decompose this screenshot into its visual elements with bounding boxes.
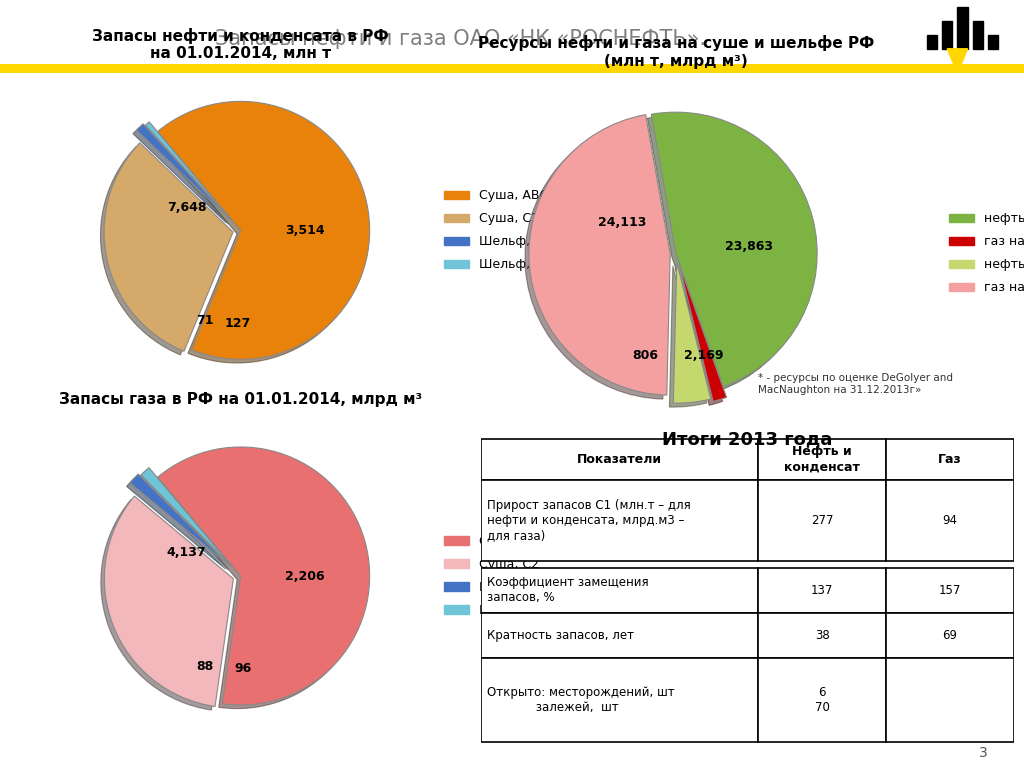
Text: 137: 137 [811, 584, 834, 597]
Text: 71: 71 [196, 314, 213, 327]
Legend: Суша, АВС1, Суша, С2, Шельф, АВС1, Шельф, С2: Суша, АВС1, Суша, С2, Шельф, АВС1, Шельф… [439, 184, 573, 276]
Bar [758, 658, 886, 742]
Polygon shape [947, 49, 968, 73]
Text: 3,514: 3,514 [286, 224, 325, 237]
Wedge shape [104, 143, 233, 351]
Wedge shape [130, 474, 229, 565]
Text: Коэффициент замещения
запасов, %: Коэффициент замещения запасов, % [486, 576, 648, 604]
Text: Нефть и
конденсат: Нефть и конденсат [784, 445, 860, 474]
Text: Газ: Газ [938, 453, 962, 466]
Text: Показатели: Показатели [578, 453, 663, 466]
Legend: нефть  на суше, газ на суше, нефть  на шельфе, газ на шельфе: нефть на суше, газ на суше, нефть на шел… [944, 207, 1024, 300]
Wedge shape [651, 112, 817, 386]
Text: 6
70: 6 70 [815, 686, 829, 713]
Wedge shape [679, 264, 727, 402]
Bar [957, 8, 968, 49]
Text: 3: 3 [979, 746, 987, 760]
Bar [481, 613, 758, 658]
Text: * - ресурсы по оценке DeGolyer and
MacNaughton на 31.12.2013г»: * - ресурсы по оценке DeGolyer and MacNa… [758, 373, 952, 395]
Wedge shape [141, 468, 231, 567]
Text: 2,169: 2,169 [684, 349, 724, 362]
Text: 2,206: 2,206 [286, 570, 325, 582]
Bar [886, 658, 1014, 742]
Bar [758, 439, 886, 481]
Text: 7,648: 7,648 [167, 200, 206, 214]
Title: Ресурсы нефти и газа на суше и шельфе РФ
(млн т, млрд м³): Ресурсы нефти и газа на суше и шельфе РФ… [478, 35, 873, 68]
Text: 4,137: 4,137 [167, 546, 206, 559]
Text: 96: 96 [234, 662, 252, 675]
Wedge shape [674, 262, 711, 403]
Bar [481, 481, 758, 561]
Bar [886, 481, 1014, 561]
Bar [988, 35, 998, 49]
Bar [481, 439, 758, 481]
Wedge shape [145, 122, 232, 220]
Wedge shape [528, 114, 670, 395]
Wedge shape [158, 101, 370, 359]
Bar [758, 481, 886, 561]
Text: Запасы нефти и газа ОАО «НК «РОСНЕФТЬ».: Запасы нефти и газа ОАО «НК «РОСНЕФТЬ». [215, 29, 707, 49]
Text: 806: 806 [632, 349, 657, 362]
Bar [886, 439, 1014, 481]
Text: 24,113: 24,113 [598, 216, 646, 229]
Bar [927, 35, 937, 49]
Title: Запасы нефти и конденсата в РФ
на 01.01.2014, млн т: Запасы нефти и конденсата в РФ на 01.01.… [92, 28, 389, 61]
Legend: Суша, АВС1, Суша, С2, Шельф, АВС1, Шельф, С2: Суша, АВС1, Суша, С2, Шельф, АВС1, Шельф… [439, 530, 573, 622]
Text: 277: 277 [811, 515, 834, 528]
Wedge shape [136, 124, 229, 220]
Bar [758, 613, 886, 658]
Text: 69: 69 [942, 629, 957, 642]
Bar [481, 658, 758, 742]
Wedge shape [158, 447, 370, 705]
Bar [481, 568, 758, 613]
Text: Итоги 2013 года: Итоги 2013 года [663, 431, 833, 449]
Wedge shape [104, 496, 233, 707]
Text: Кратность запасов, лет: Кратность запасов, лет [486, 629, 634, 642]
Bar [973, 22, 983, 49]
Bar [886, 613, 1014, 658]
Bar [942, 22, 952, 49]
Text: Открыто: месторождений, шт
             залежей,  шт: Открыто: месторождений, шт залежей, шт [486, 686, 674, 713]
Text: 94: 94 [942, 515, 957, 528]
Text: 127: 127 [225, 316, 251, 329]
Text: 23,863: 23,863 [725, 240, 773, 253]
Text: Прирост запасов С1 (млн.т – для
нефти и конденсата, млрд.м3 –
для газа): Прирост запасов С1 (млн.т – для нефти и … [486, 499, 690, 542]
Text: 38: 38 [815, 629, 829, 642]
Text: 88: 88 [196, 660, 213, 673]
Title: Запасы газа в РФ на 01.01.2014, млрд м³: Запасы газа в РФ на 01.01.2014, млрд м³ [59, 392, 422, 406]
Bar [886, 568, 1014, 613]
Text: 157: 157 [939, 584, 962, 597]
Bar [758, 568, 886, 613]
